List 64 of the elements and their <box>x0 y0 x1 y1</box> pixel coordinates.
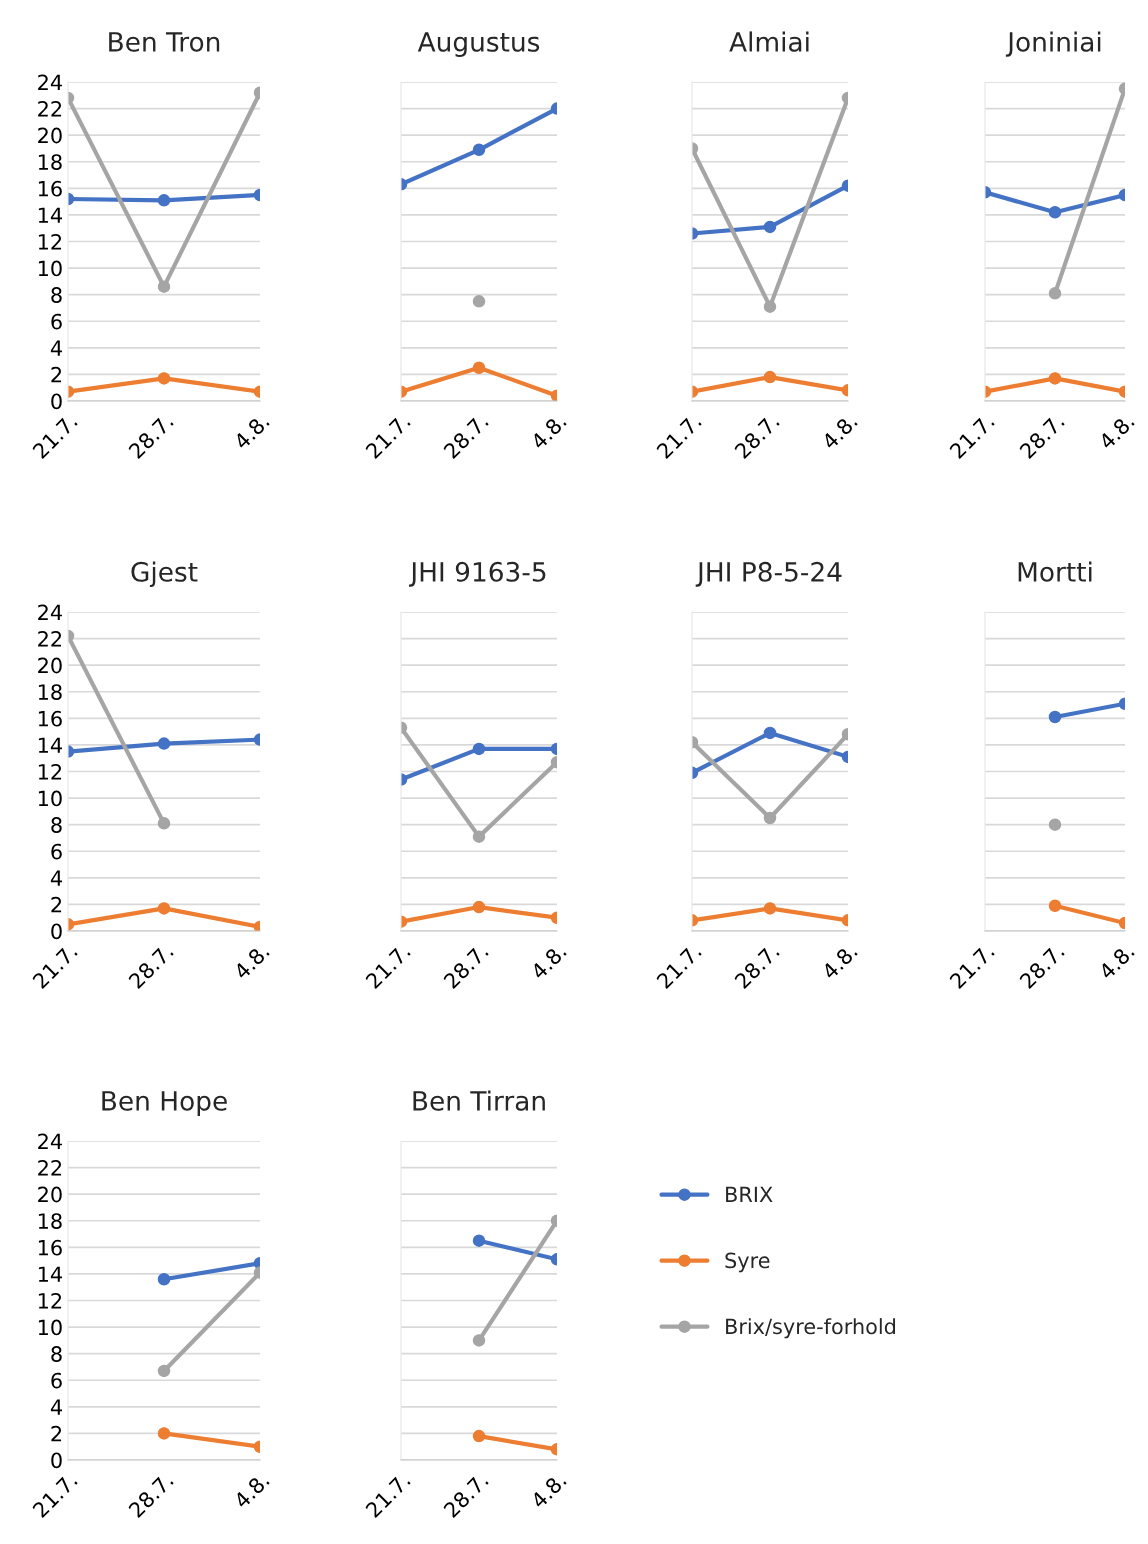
y-tick-label: 22 <box>38 101 62 117</box>
chart-title: Almiai <box>729 31 809 52</box>
chart-title: Ben Hope <box>102 1091 227 1116</box>
y-tick-label: 2 <box>51 366 62 383</box>
y-tick-label: 22 <box>38 1160 62 1176</box>
y-tick-label: 10 <box>38 1319 62 1336</box>
y-tick-label: 12 <box>38 763 62 780</box>
y-tick-label: 2 <box>51 896 62 913</box>
y-tick-label: 6 <box>51 313 62 330</box>
y-tick-label: 12 <box>38 233 62 250</box>
y-tick-label: 6 <box>51 1372 62 1389</box>
chart-title: Joniniai <box>1005 31 1101 57</box>
y-tick-label: 10 <box>38 260 62 277</box>
y-tick-label: 16 <box>38 1239 62 1256</box>
y-tick-label: 24 <box>38 74 62 90</box>
y-tick-label: 24 <box>38 604 62 620</box>
y-tick-label: 18 <box>38 1213 62 1229</box>
y-tick-label: 4 <box>50 870 62 886</box>
chart-title: JHI 9163-5 <box>409 561 546 587</box>
chart-title: Gjest <box>131 561 198 587</box>
y-tick-label: 8 <box>51 817 62 833</box>
y-tick-label: 24 <box>38 1133 62 1149</box>
y-tick-label: 8 <box>51 287 62 303</box>
y-tick-label: 10 <box>38 790 62 807</box>
legend-label: Syre <box>725 1252 770 1273</box>
x-tick-label: 4.8. <box>820 413 858 451</box>
point <box>1048 818 1062 831</box>
y-tick-label: 6 <box>51 843 62 860</box>
y-tick-label: 20 <box>38 657 62 674</box>
x-tick-label: 4.8. <box>232 943 270 981</box>
x-tick-label: 4.8. <box>820 943 858 981</box>
legend-label: Brix/syre-forhold <box>726 1318 896 1339</box>
x-tick-label: 4.8. <box>529 943 567 981</box>
y-tick-label: 0 <box>51 393 62 410</box>
chart-title: Mortti <box>1018 561 1092 582</box>
x-tick-label: 4.8. <box>529 1472 567 1510</box>
x-tick-label: 4.8. <box>1097 943 1135 981</box>
y-tick-label: 20 <box>38 127 62 144</box>
chart-title: Ben Tirran <box>413 1090 545 1111</box>
point <box>472 295 486 308</box>
y-tick-label: 18 <box>38 684 62 700</box>
y-tick-label: 4 <box>50 340 62 356</box>
x-tick-label: 4.8. <box>529 413 567 451</box>
chart-title: Augustus <box>417 32 540 57</box>
y-tick-label: 20 <box>38 1186 62 1203</box>
x-tick-label: 4.8. <box>1097 413 1135 451</box>
x-tick-label: 4.8. <box>232 413 270 451</box>
legend-label: BRIX <box>726 1186 773 1202</box>
y-tick-label: 0 <box>51 923 62 940</box>
y-tick-label: 12 <box>38 1292 62 1309</box>
y-tick-label: 22 <box>38 631 62 647</box>
y-tick-label: 4 <box>50 1399 62 1415</box>
y-tick-label: 0 <box>51 1452 62 1469</box>
y-tick-label: 14 <box>38 207 62 223</box>
chart-title: Ben Tron <box>109 32 220 52</box>
y-tick-label: 8 <box>51 1346 62 1362</box>
chart-title: JHI P8-5-24 <box>695 561 842 587</box>
y-tick-label: 14 <box>38 737 62 753</box>
y-tick-label: 16 <box>38 180 62 197</box>
y-tick-label: 18 <box>38 154 62 170</box>
y-tick-label: 14 <box>38 1266 62 1282</box>
x-tick-label: 4.8. <box>232 1472 270 1510</box>
y-tick-label: 16 <box>38 710 62 727</box>
y-tick-label: 2 <box>51 1425 62 1442</box>
